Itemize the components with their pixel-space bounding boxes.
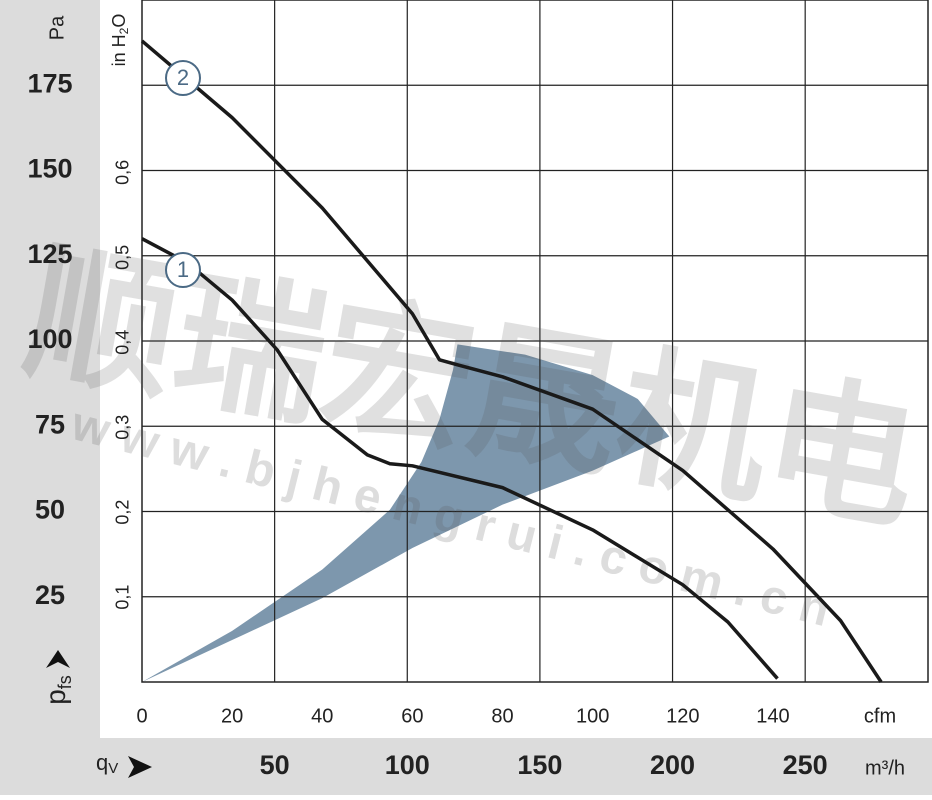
y-tick-label: 75 [35,409,65,439]
x2-tick-label: 100 [385,750,430,780]
arrow [128,756,152,778]
y-tick-label: 50 [35,495,65,525]
y2-tick-label: 0,6 [113,160,133,185]
x-tick-label: 40 [311,705,333,727]
x2-tick-label: 50 [260,750,290,780]
curve [141,237,779,680]
x-axis-label: qV [96,750,118,777]
x-tick-label: 140 [756,705,789,727]
x-tick-label: 20 [221,705,243,727]
y2-tick-label: 0,5 [113,245,133,270]
bottom-band [0,738,932,795]
plot-frame [141,0,929,683]
y2-unit-part: O [109,14,129,28]
x-tick-label: 0 [136,705,147,727]
y-tick-label: 125 [27,239,72,269]
y-tick-label: 150 [27,154,72,184]
curve [140,39,883,683]
x2-tick-label: 150 [517,750,562,780]
y-unit: Pa [46,15,68,40]
x-tick-label: 80 [491,705,513,727]
y2-unit: in H2O [109,14,131,67]
y-tick-label: 100 [27,324,72,354]
y-tick-label: 25 [35,580,65,610]
curve-label: 1 [177,257,189,282]
operating-region [142,344,670,682]
y2-tick-label: 0,4 [113,330,133,355]
arrow [46,650,70,668]
y2-tick-label: 0,1 [113,585,133,610]
y2-tick-label: 0,3 [113,415,133,440]
curve-label: 2 [177,65,189,90]
y-axis-label-main: p [40,689,71,705]
y-tick-label: 175 [27,68,72,98]
x-unit: cfm [864,705,896,727]
y-axis-label-sub: fs [55,675,75,689]
y2-tick-label: 0,2 [113,500,133,525]
x-tick-label: 60 [401,705,423,727]
x-tick-label: 100 [576,705,609,727]
x2-unit: m³/h [865,757,905,779]
curve-label-circle [165,60,201,96]
y2-unit-sub: 2 [117,27,131,34]
y2-unit-part: in H [109,34,129,66]
x2-tick-label: 200 [650,750,695,780]
curve-label-circle [165,252,201,288]
y-axis-label: pfs [40,675,74,705]
x-axis-label-main: q [96,750,108,775]
x2-tick-label: 250 [783,750,828,780]
x-tick-label: 120 [666,705,699,727]
x-axis-label-sub: V [108,760,118,777]
